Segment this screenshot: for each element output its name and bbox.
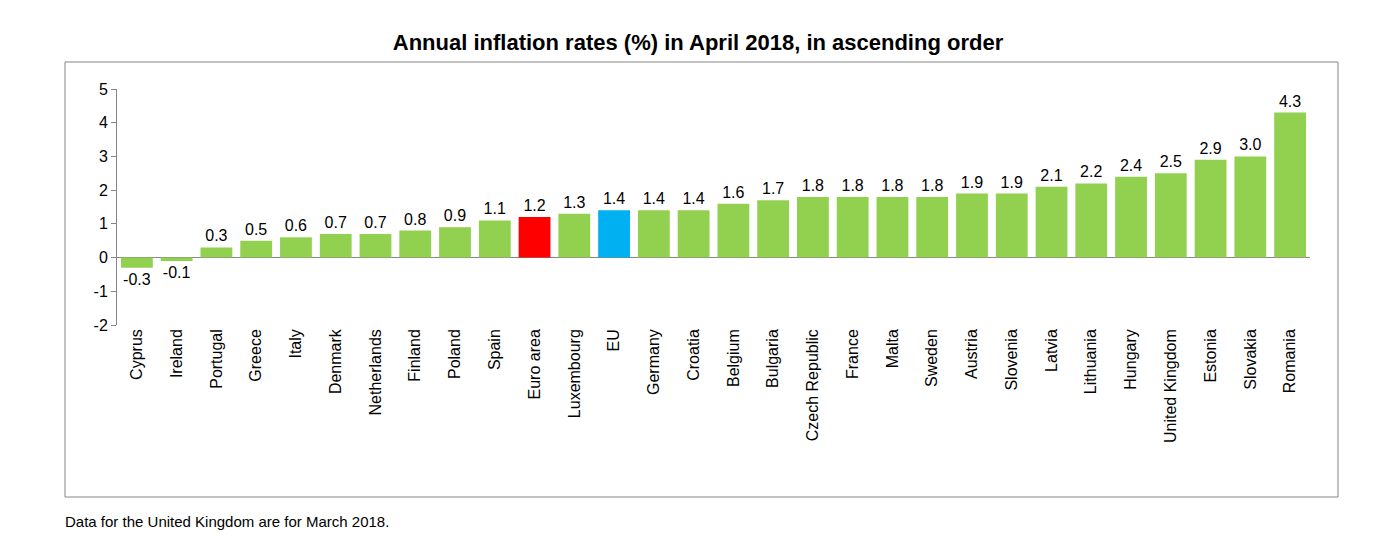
svg-text:0.7: 0.7: [364, 214, 386, 231]
svg-text:Annual inflation rates (%) in: Annual inflation rates (%) in April 2018…: [393, 30, 1004, 55]
svg-text:2.1: 2.1: [1040, 167, 1062, 184]
svg-text:4.3: 4.3: [1279, 93, 1301, 110]
svg-text:1: 1: [99, 215, 108, 232]
svg-text:3.0: 3.0: [1239, 136, 1261, 153]
svg-text:-0.1: -0.1: [163, 264, 191, 281]
svg-text:France: France: [844, 329, 861, 379]
svg-text:Bulgaria: Bulgaria: [764, 329, 781, 388]
svg-text:Spain: Spain: [486, 329, 503, 370]
svg-text:Latvia: Latvia: [1043, 329, 1060, 372]
svg-text:0.7: 0.7: [325, 214, 347, 231]
svg-text:Sweden: Sweden: [923, 329, 940, 387]
svg-text:0.5: 0.5: [245, 221, 267, 238]
svg-text:1.2: 1.2: [523, 197, 545, 214]
svg-text:Euro area: Euro area: [526, 329, 543, 399]
svg-text:2.2: 2.2: [1080, 163, 1102, 180]
svg-text:1.1: 1.1: [484, 200, 506, 217]
svg-text:1.7: 1.7: [762, 180, 784, 197]
svg-text:1.4: 1.4: [643, 190, 665, 207]
svg-text:Romania: Romania: [1281, 329, 1298, 393]
svg-text:Slovakia: Slovakia: [1242, 329, 1259, 390]
svg-text:4: 4: [99, 114, 108, 131]
svg-text:Malta: Malta: [884, 329, 901, 368]
svg-text:0.3: 0.3: [205, 227, 227, 244]
svg-text:Cyprus: Cyprus: [128, 329, 145, 380]
svg-text:1.3: 1.3: [563, 194, 585, 211]
svg-text:-1: -1: [94, 283, 108, 300]
svg-text:Netherlands: Netherlands: [367, 329, 384, 415]
svg-text:5: 5: [99, 81, 108, 98]
svg-text:Croatia: Croatia: [685, 329, 702, 381]
svg-text:EU: EU: [605, 329, 622, 351]
svg-text:Finland: Finland: [406, 329, 423, 381]
svg-text:Italy: Italy: [287, 329, 304, 358]
svg-text:Poland: Poland: [446, 329, 463, 379]
svg-text:1.9: 1.9: [1001, 174, 1023, 191]
svg-text:Greece: Greece: [247, 329, 264, 382]
svg-text:Data for the United Kingdom ar: Data for the United Kingdom are for Marc…: [65, 513, 389, 530]
svg-text:2: 2: [99, 182, 108, 199]
svg-text:Ireland: Ireland: [168, 329, 185, 378]
svg-text:0.9: 0.9: [444, 207, 466, 224]
svg-text:1.8: 1.8: [842, 177, 864, 194]
svg-text:1.6: 1.6: [722, 184, 744, 201]
svg-text:Hungary: Hungary: [1122, 329, 1139, 389]
svg-text:Luxembourg: Luxembourg: [566, 329, 583, 418]
svg-text:Belgium: Belgium: [725, 329, 742, 387]
svg-text:2.9: 2.9: [1199, 140, 1221, 157]
svg-text:United Kingdom: United Kingdom: [1162, 329, 1179, 443]
svg-text:Slovenia: Slovenia: [1003, 329, 1020, 390]
svg-text:1.4: 1.4: [682, 190, 704, 207]
svg-text:Czech Republic: Czech Republic: [804, 329, 821, 441]
svg-text:1.8: 1.8: [802, 177, 824, 194]
svg-text:2.5: 2.5: [1160, 153, 1182, 170]
svg-text:Portugal: Portugal: [208, 329, 225, 389]
svg-text:Estonia: Estonia: [1202, 329, 1219, 382]
svg-text:1.9: 1.9: [961, 174, 983, 191]
svg-text:Austria: Austria: [963, 329, 980, 379]
svg-text:1.4: 1.4: [603, 190, 625, 207]
svg-text:-0.3: -0.3: [123, 271, 151, 288]
svg-text:1.8: 1.8: [881, 177, 903, 194]
svg-text:1.8: 1.8: [921, 177, 943, 194]
svg-text:3: 3: [99, 148, 108, 165]
svg-text:Lithuania: Lithuania: [1082, 329, 1099, 394]
svg-text:2.4: 2.4: [1120, 157, 1142, 174]
svg-text:0: 0: [99, 249, 108, 266]
svg-text:0.6: 0.6: [285, 217, 307, 234]
svg-text:-2: -2: [94, 317, 108, 334]
svg-text:Denmark: Denmark: [327, 328, 344, 394]
svg-text:0.8: 0.8: [404, 211, 426, 228]
svg-text:Germany: Germany: [645, 329, 662, 395]
